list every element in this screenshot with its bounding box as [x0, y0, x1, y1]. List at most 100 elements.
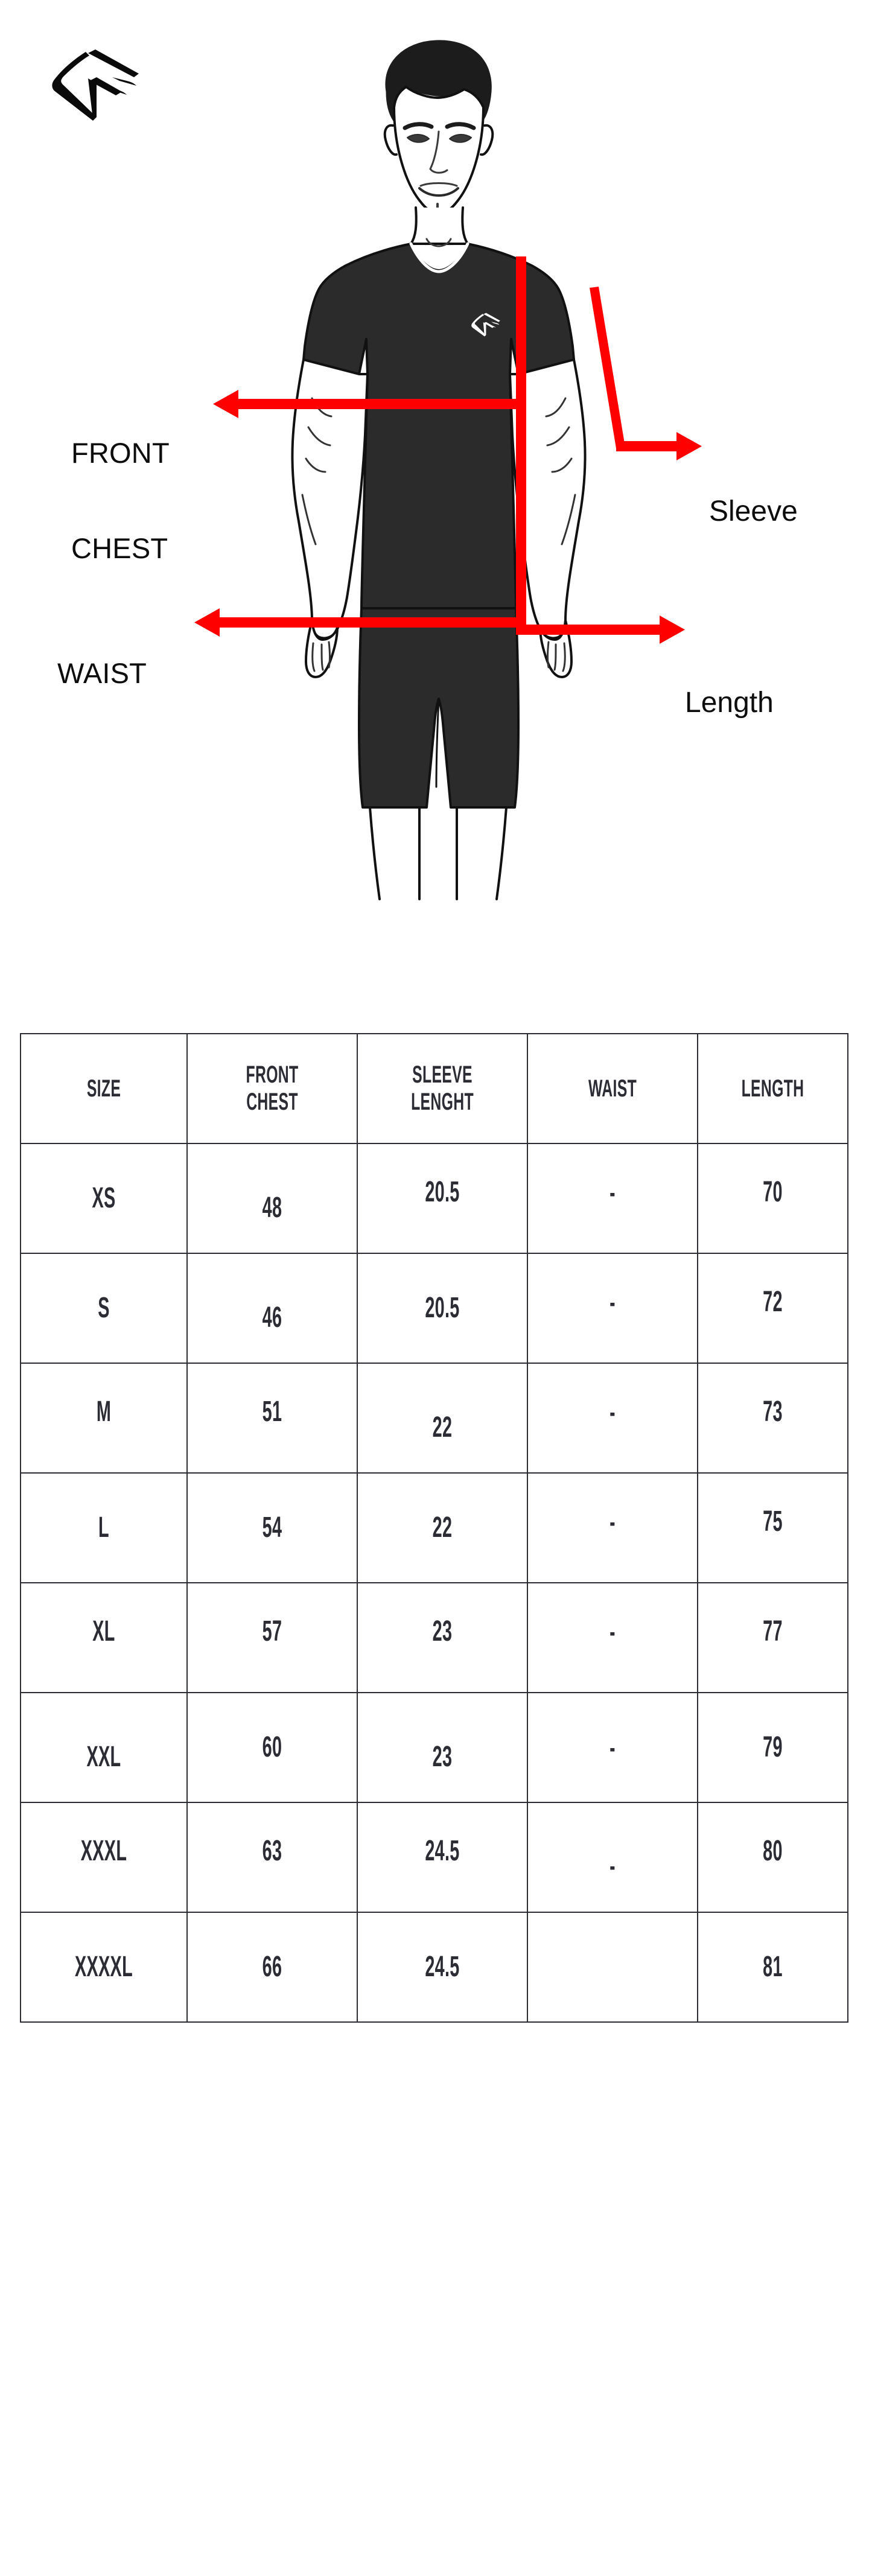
value-sleeve-length: 22 [432, 1512, 453, 1544]
table-row: XL 57 23 - 77 [20, 1582, 848, 1693]
value-size: L [98, 1512, 109, 1544]
value-length: 79 [763, 1731, 783, 1763]
cell-size: XXL [20, 1692, 188, 1803]
value-waist: - [609, 1850, 616, 1881]
value-front-chest: 63 [262, 1835, 282, 1867]
value-front-chest: 57 [262, 1615, 282, 1647]
value-front-chest: 51 [262, 1396, 282, 1428]
value-sleeve-length: 24.5 [425, 1951, 460, 1983]
callout-front-chest-line2: CHEST [71, 532, 168, 565]
cell-waist: - [527, 1692, 698, 1803]
cell-waist [527, 1912, 698, 2023]
cell-size: L [20, 1472, 188, 1583]
header-waist: WAIST [527, 1033, 698, 1144]
callout-sleeve: Sleeve [709, 430, 798, 593]
value-length: 80 [763, 1835, 783, 1867]
cell-length: 75 [697, 1472, 848, 1583]
header-size: SIZE [20, 1033, 188, 1144]
cell-length: 70 [697, 1143, 848, 1254]
cell-waist: - [527, 1253, 698, 1364]
header-sleeve-label: SLEEVE [412, 1061, 473, 1089]
header-lenght-label: LENGHT [411, 1089, 474, 1115]
value-length: 75 [763, 1506, 783, 1538]
header-waist-label: WAIST [588, 1075, 637, 1102]
callout-sleeve-label: Sleeve [709, 495, 798, 527]
value-waist: - [609, 1177, 616, 1208]
value-sleeve-length: 20.5 [425, 1176, 460, 1208]
value-size: XS [92, 1182, 116, 1214]
header-chest-label: CHEST [246, 1089, 298, 1115]
callout-length-label: Length [685, 686, 774, 719]
cell-waist: - [527, 1363, 698, 1474]
size-chart-table-wrapper: SIZE FRONT CHEST SLEEVE LENGHT WAIST LEN… [20, 1033, 848, 2023]
cell-size: XS [20, 1143, 188, 1254]
value-sleeve-length: 22 [432, 1411, 453, 1443]
table-row: XXXL 63 24.5 - 80 [20, 1802, 848, 1913]
cell-sleeve-length: 23 [357, 1582, 528, 1693]
table-row: XS 48 20.5 - 70 [20, 1143, 848, 1254]
value-waist: - [609, 1616, 616, 1647]
cell-sleeve-length: 24.5 [357, 1912, 528, 2023]
value-length: 77 [763, 1615, 783, 1647]
size-chart-table: SIZE FRONT CHEST SLEEVE LENGHT WAIST LEN… [20, 1033, 848, 2023]
value-front-chest: 46 [262, 1302, 282, 1334]
table-row: M 51 22 - 73 [20, 1363, 848, 1474]
cell-front-chest: 54 [186, 1472, 358, 1583]
callout-waist: WAIST [57, 594, 147, 753]
header-front-label: FRONT [246, 1061, 299, 1089]
value-waist: - [609, 1506, 616, 1538]
value-front-chest: 54 [262, 1512, 282, 1544]
value-sleeve-length: 23 [432, 1741, 453, 1773]
cell-size: XXXXL [20, 1912, 188, 2023]
header-size-label: SIZE [86, 1075, 121, 1102]
table-row: L 54 22 - 75 [20, 1472, 848, 1583]
value-size: XXXXL [75, 1951, 133, 1983]
cell-front-chest: 46 [186, 1253, 358, 1364]
table-row: XXL 60 23 - 79 [20, 1692, 848, 1803]
callout-front-chest-line1: FRONT [71, 437, 170, 469]
cell-front-chest: 57 [186, 1582, 358, 1693]
value-length: 81 [763, 1951, 783, 1983]
cell-sleeve-length: 22 [357, 1472, 528, 1583]
shirt-chest-logo [471, 313, 500, 337]
cell-size: M [20, 1363, 188, 1474]
value-front-chest: 60 [262, 1731, 282, 1763]
value-waist: - [609, 1732, 616, 1763]
header-length: LENGTH [697, 1033, 848, 1144]
cell-size: S [20, 1253, 188, 1364]
value-size: M [96, 1396, 112, 1428]
cell-length: 73 [697, 1363, 848, 1474]
callout-front-chest: FRONT CHEST [71, 374, 170, 628]
cell-size: XXXL [20, 1802, 188, 1913]
callout-length: Length [685, 622, 774, 784]
cell-waist: - [527, 1802, 698, 1913]
value-sleeve-length: 23 [432, 1615, 453, 1647]
size-diagram: FRONT CHEST WAIST Sleeve Length [0, 0, 872, 965]
cell-sleeve-length: 20.5 [357, 1143, 528, 1254]
value-length: 70 [763, 1176, 783, 1208]
cell-front-chest: 60 [186, 1692, 358, 1803]
cell-sleeve-length: 22 [357, 1363, 528, 1474]
cell-sleeve-length: 23 [357, 1692, 528, 1803]
value-length: 73 [763, 1396, 783, 1428]
value-length: 72 [763, 1286, 783, 1318]
cell-length: 72 [697, 1253, 848, 1364]
cell-length: 79 [697, 1692, 848, 1803]
table-row: XXXXL 66 24.5 81 [20, 1912, 848, 2023]
cell-size: XL [20, 1582, 188, 1693]
cell-front-chest: 51 [186, 1363, 358, 1474]
table-header-row: SIZE FRONT CHEST SLEEVE LENGHT WAIST LEN… [20, 1033, 848, 1144]
cell-front-chest: 66 [186, 1912, 358, 2023]
brand-logo [48, 47, 169, 135]
callout-waist-label: WAIST [57, 657, 147, 690]
value-sleeve-length: 20.5 [425, 1292, 460, 1324]
value-size: S [98, 1292, 110, 1324]
cell-length: 80 [697, 1802, 848, 1913]
header-sleeve-length: SLEEVE LENGHT [357, 1033, 528, 1144]
cell-length: 77 [697, 1582, 848, 1693]
table-row: S 46 20.5 - 72 [20, 1253, 848, 1364]
value-sleeve-length: 24.5 [425, 1835, 460, 1867]
header-length-label: LENGTH [741, 1075, 804, 1102]
male-figure-illustration [291, 40, 587, 900]
value-waist: - [609, 1396, 616, 1428]
